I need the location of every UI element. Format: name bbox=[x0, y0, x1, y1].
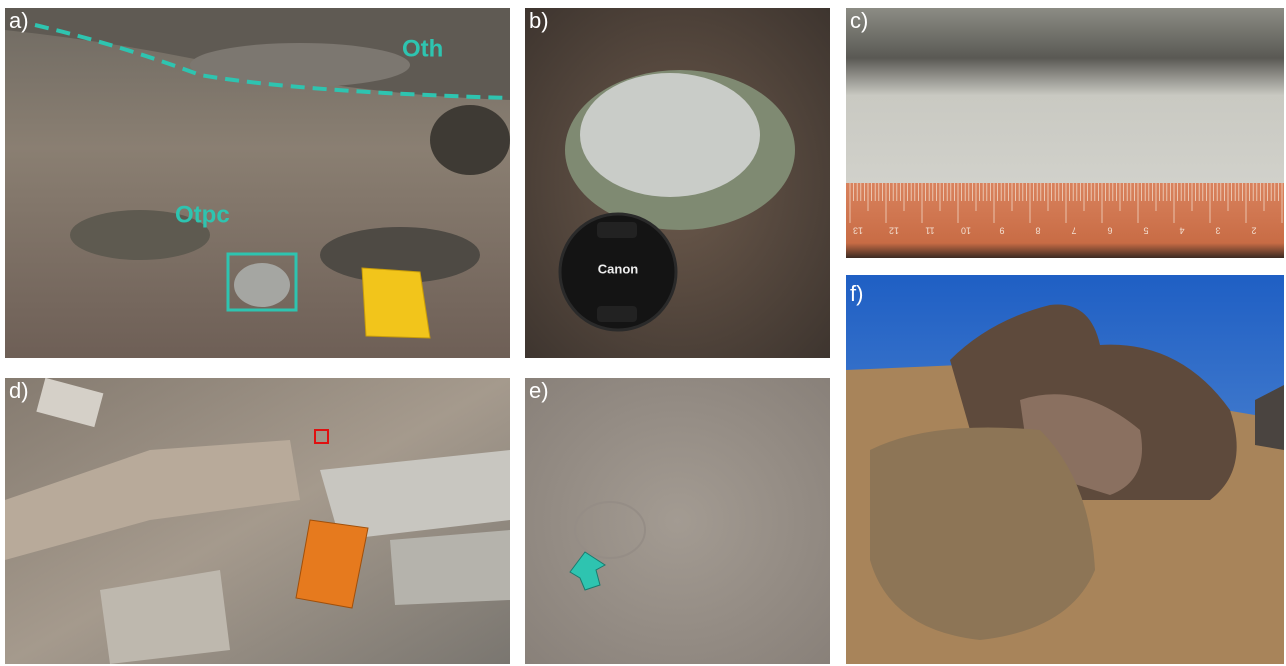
rocks bbox=[320, 227, 480, 283]
unit-label: Otpc bbox=[175, 201, 230, 228]
brand-label: Canon bbox=[598, 261, 639, 276]
panel-f: f) bbox=[846, 275, 1284, 664]
panel-label: e) bbox=[529, 378, 549, 403]
block bbox=[36, 377, 104, 428]
ruler-label: 9 bbox=[999, 226, 1004, 236]
boulder bbox=[234, 263, 290, 307]
bed bbox=[390, 530, 510, 605]
contact-line bbox=[34, 23, 511, 100]
highlight-box bbox=[314, 429, 329, 444]
panel-d: d) bbox=[5, 378, 510, 664]
panel-label: d) bbox=[9, 378, 29, 403]
ruler bbox=[846, 183, 1284, 258]
ruler-label: 10 bbox=[961, 226, 971, 236]
field-book bbox=[295, 519, 369, 609]
ruler-label: 7 bbox=[1071, 226, 1076, 236]
bed bbox=[320, 450, 510, 540]
boulder bbox=[870, 427, 1095, 640]
outcrop bbox=[190, 43, 410, 87]
ruler-label: 12 bbox=[889, 226, 899, 236]
boulder bbox=[1255, 385, 1284, 450]
clast bbox=[580, 73, 760, 197]
panel-b: Canon b) bbox=[525, 8, 830, 358]
panel-c: c) 13 12 11 10 9 8 7 6 5 4 3 2 bbox=[846, 8, 1284, 258]
panel-label: c) bbox=[850, 8, 868, 33]
ruler-label: 5 bbox=[1143, 226, 1148, 236]
panel-e: e) bbox=[525, 378, 830, 664]
clast-outline bbox=[574, 501, 646, 559]
highlight-box bbox=[226, 252, 298, 312]
shrub bbox=[430, 105, 510, 175]
field-book bbox=[361, 267, 431, 339]
panel-a: a) Oth Otpc bbox=[5, 8, 511, 358]
ruler-label: 8 bbox=[1035, 226, 1040, 236]
ruler-label: 4 bbox=[1179, 226, 1184, 236]
lens-cap bbox=[558, 212, 678, 332]
rocks bbox=[70, 210, 210, 260]
bed bbox=[5, 440, 300, 560]
cap-grip bbox=[597, 222, 637, 238]
ruler-label: 11 bbox=[925, 226, 934, 236]
ruler-label: 6 bbox=[1107, 226, 1112, 236]
arrow bbox=[569, 551, 606, 591]
panel-label: f) bbox=[850, 281, 863, 306]
panel-label: b) bbox=[529, 8, 549, 33]
ruler-label: 13 bbox=[853, 226, 863, 236]
bed bbox=[100, 570, 230, 664]
panel-label: a) bbox=[9, 8, 29, 33]
photo bbox=[525, 378, 830, 664]
ruler-label: 3 bbox=[1215, 226, 1220, 236]
unit-label: Oth bbox=[402, 35, 443, 62]
ruler-label: 2 bbox=[1251, 226, 1256, 236]
cap-grip bbox=[597, 306, 637, 322]
